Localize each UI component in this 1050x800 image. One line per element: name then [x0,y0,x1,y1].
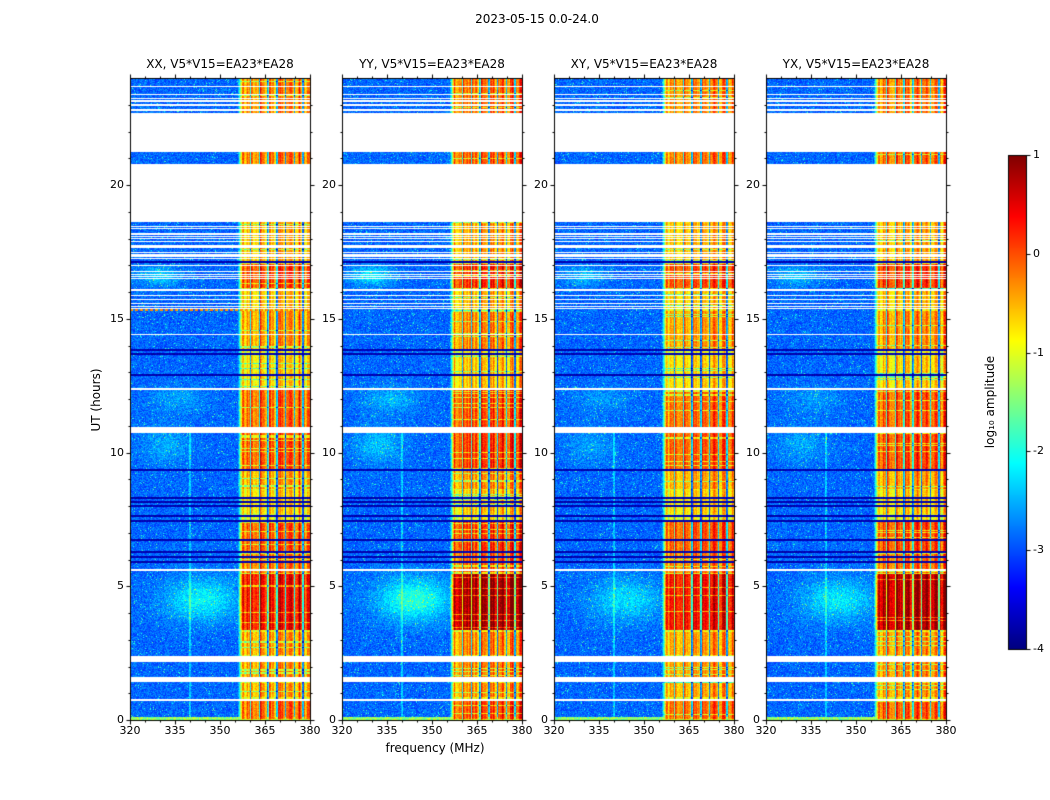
panel-title-xy: XY, V5*V15=EA23*EA28 [570,57,718,71]
x-tick-label: 380 [935,724,957,737]
x-tick-label: 365 [678,724,700,737]
x-tick-label: 380 [511,724,533,737]
x-tick-label: 335 [800,724,822,737]
x-tick-label: 350 [421,724,443,737]
x-tick-label: 350 [845,724,867,737]
y-tick-label: 10 [534,445,548,459]
x-tick-label: 320 [755,724,777,737]
x-tick-label: 380 [299,724,321,737]
x-tick-label: 335 [588,724,610,737]
x-tick-label: 320 [543,724,565,737]
panel-title-yx: YX, V5*V15=EA23*EA28 [782,57,930,71]
y-tick-label: 15 [322,311,336,325]
x-tick-label: 350 [633,724,655,737]
panel-title-yy: YY, V5*V15=EA23*EA28 [359,57,505,71]
colorbar-tick-label: -3 [1033,543,1044,557]
y-tick-label: 20 [746,178,760,191]
y-tick-label: 0 [117,713,124,726]
x-tick-label: 380 [723,724,745,737]
y-tick-label: 0 [329,713,336,726]
y-tick-label: 20 [110,178,124,191]
y-tick-label: 15 [534,311,548,325]
colorbar-tick-label: 1 [1033,148,1040,161]
y-tick-label: 20 [534,178,548,191]
y-tick-label: 0 [753,713,760,726]
y-tick-label: 20 [322,178,336,191]
panel-title-xx: XX, V5*V15=EA23*EA28 [146,57,294,71]
figure-title: 2023-05-15 0.0-24.0 [475,12,599,26]
x-tick-label: 365 [466,724,488,737]
y-tick-label: 5 [117,579,124,593]
x-tick-label: 350 [209,724,231,737]
x-tick-label: 365 [254,724,276,737]
colorbar-label: log₁₀ amplitude [983,355,997,449]
y-tick-label: 5 [329,579,336,593]
x-tick-label: 335 [376,724,398,737]
colorbar-tick-label: -1 [1033,345,1044,359]
colorbar-tick-label: -2 [1033,444,1044,458]
y-tick-label: 5 [753,579,760,593]
colorbar-tick-label: -4 [1033,642,1044,655]
y-tick-label: 5 [541,579,548,593]
x-tick-label: 365 [890,724,912,737]
x-tick-label: 335 [164,724,186,737]
y-tick-label: 10 [110,445,124,459]
y-tick-label: 15 [746,311,760,325]
y-tick-label: 10 [322,445,336,459]
x-axis-label: frequency (MHz) [385,741,485,755]
y-axis-label: UT (hours) [89,368,103,432]
colorbar-tick-label: 0 [1033,246,1040,260]
x-tick-label: 320 [119,724,141,737]
y-tick-label: 0 [541,713,548,726]
x-tick-label: 320 [331,724,353,737]
y-tick-label: 15 [110,311,124,325]
y-tick-label: 10 [746,445,760,459]
